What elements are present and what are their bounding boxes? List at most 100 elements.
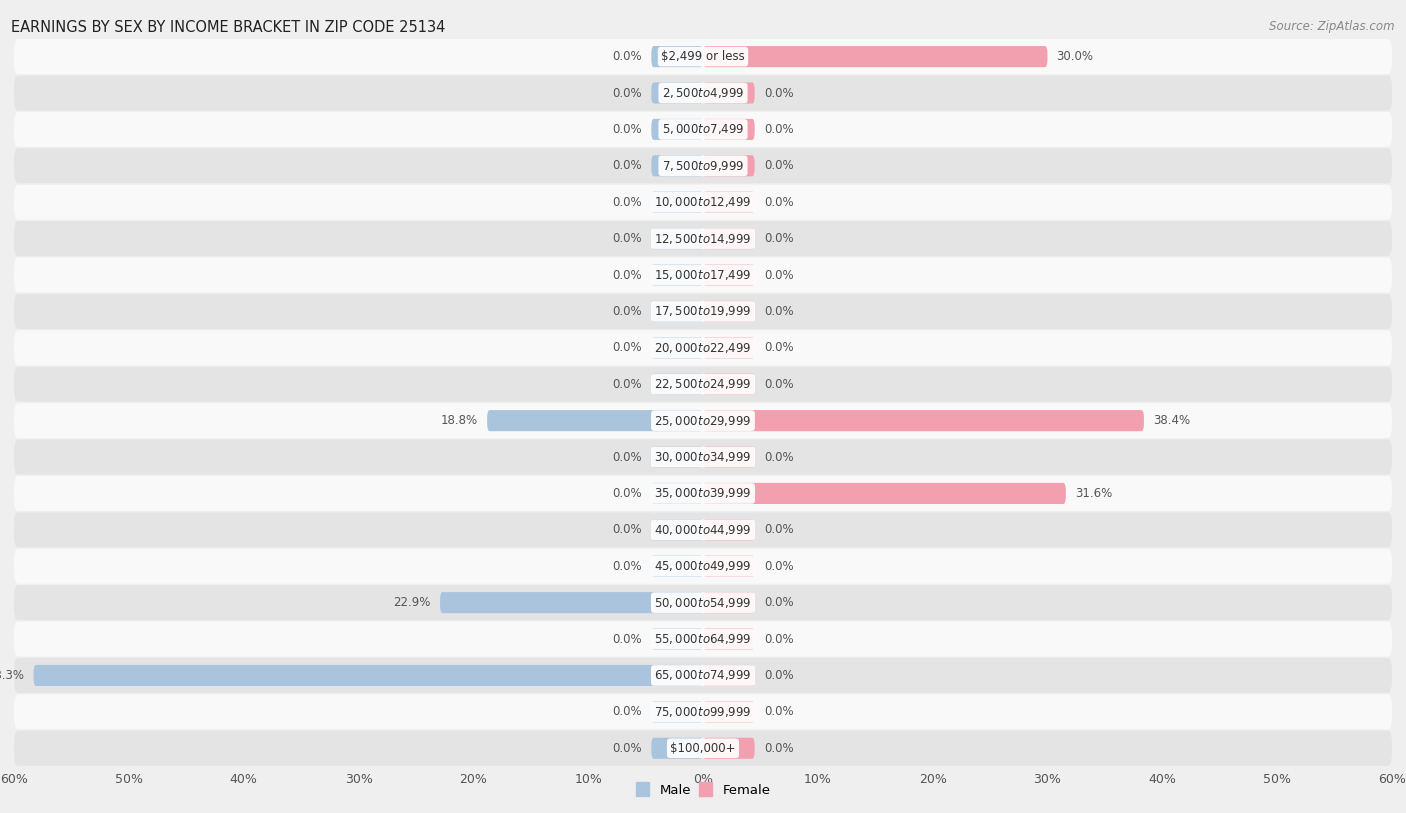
Text: 0.0%: 0.0% (613, 487, 643, 500)
Text: 0.0%: 0.0% (763, 669, 793, 682)
Text: 31.6%: 31.6% (1076, 487, 1112, 500)
FancyBboxPatch shape (651, 228, 703, 249)
Text: $30,000 to $34,999: $30,000 to $34,999 (654, 450, 752, 464)
FancyBboxPatch shape (14, 367, 1392, 402)
FancyBboxPatch shape (651, 119, 703, 140)
FancyBboxPatch shape (440, 592, 703, 613)
Text: 18.8%: 18.8% (441, 414, 478, 427)
FancyBboxPatch shape (703, 155, 755, 176)
FancyBboxPatch shape (703, 82, 755, 103)
FancyBboxPatch shape (703, 192, 755, 213)
Text: 30.0%: 30.0% (1057, 50, 1094, 63)
FancyBboxPatch shape (14, 258, 1392, 293)
FancyBboxPatch shape (703, 337, 755, 359)
FancyBboxPatch shape (14, 476, 1392, 511)
FancyBboxPatch shape (651, 155, 703, 176)
Text: 0.0%: 0.0% (613, 378, 643, 391)
FancyBboxPatch shape (703, 301, 755, 322)
FancyBboxPatch shape (14, 622, 1392, 657)
Text: 0.0%: 0.0% (763, 633, 793, 646)
FancyBboxPatch shape (703, 374, 755, 395)
FancyBboxPatch shape (703, 592, 755, 613)
FancyBboxPatch shape (14, 330, 1392, 365)
Text: 0.0%: 0.0% (613, 159, 643, 172)
Text: $2,500 to $4,999: $2,500 to $4,999 (662, 86, 744, 100)
Text: EARNINGS BY SEX BY INCOME BRACKET IN ZIP CODE 25134: EARNINGS BY SEX BY INCOME BRACKET IN ZIP… (11, 20, 446, 35)
FancyBboxPatch shape (486, 410, 703, 431)
FancyBboxPatch shape (703, 46, 1047, 67)
FancyBboxPatch shape (14, 403, 1392, 438)
FancyBboxPatch shape (14, 39, 1392, 74)
Text: 0.0%: 0.0% (613, 741, 643, 754)
Text: $75,000 to $99,999: $75,000 to $99,999 (654, 705, 752, 719)
FancyBboxPatch shape (703, 446, 755, 467)
FancyBboxPatch shape (703, 665, 755, 686)
Text: 0.0%: 0.0% (613, 86, 643, 99)
Text: $17,500 to $19,999: $17,500 to $19,999 (654, 304, 752, 319)
Text: $40,000 to $44,999: $40,000 to $44,999 (654, 523, 752, 537)
Text: 0.0%: 0.0% (763, 196, 793, 209)
FancyBboxPatch shape (703, 702, 755, 723)
FancyBboxPatch shape (14, 512, 1392, 547)
FancyBboxPatch shape (14, 731, 1392, 766)
Text: $10,000 to $12,499: $10,000 to $12,499 (654, 195, 752, 209)
FancyBboxPatch shape (651, 628, 703, 650)
Text: 0.0%: 0.0% (763, 706, 793, 719)
FancyBboxPatch shape (651, 446, 703, 467)
Text: 0.0%: 0.0% (763, 123, 793, 136)
FancyBboxPatch shape (651, 82, 703, 103)
Text: 0.0%: 0.0% (763, 378, 793, 391)
FancyBboxPatch shape (14, 294, 1392, 329)
Text: 0.0%: 0.0% (613, 233, 643, 246)
Text: 0.0%: 0.0% (763, 233, 793, 246)
Text: $12,500 to $14,999: $12,500 to $14,999 (654, 232, 752, 246)
FancyBboxPatch shape (703, 228, 755, 249)
FancyBboxPatch shape (14, 76, 1392, 111)
Text: $35,000 to $39,999: $35,000 to $39,999 (654, 486, 752, 501)
FancyBboxPatch shape (703, 737, 755, 759)
Text: Source: ZipAtlas.com: Source: ZipAtlas.com (1270, 20, 1395, 33)
Text: 0.0%: 0.0% (613, 305, 643, 318)
Text: $15,000 to $17,499: $15,000 to $17,499 (654, 268, 752, 282)
FancyBboxPatch shape (14, 585, 1392, 620)
Text: $25,000 to $29,999: $25,000 to $29,999 (654, 414, 752, 428)
FancyBboxPatch shape (14, 694, 1392, 729)
FancyBboxPatch shape (14, 112, 1392, 147)
Text: 0.0%: 0.0% (763, 268, 793, 281)
Text: 0.0%: 0.0% (613, 196, 643, 209)
Text: 0.0%: 0.0% (763, 159, 793, 172)
Text: 0.0%: 0.0% (763, 559, 793, 572)
FancyBboxPatch shape (34, 665, 703, 686)
Text: 0.0%: 0.0% (613, 633, 643, 646)
Text: 0.0%: 0.0% (613, 450, 643, 463)
Text: 0.0%: 0.0% (763, 596, 793, 609)
Text: 0.0%: 0.0% (613, 341, 643, 354)
Text: $22,500 to $24,999: $22,500 to $24,999 (654, 377, 752, 391)
FancyBboxPatch shape (703, 520, 755, 541)
FancyBboxPatch shape (703, 264, 755, 285)
Text: $100,000+: $100,000+ (671, 741, 735, 754)
Text: $2,499 or less: $2,499 or less (661, 50, 745, 63)
FancyBboxPatch shape (14, 221, 1392, 256)
FancyBboxPatch shape (651, 556, 703, 576)
FancyBboxPatch shape (651, 520, 703, 541)
Text: 0.0%: 0.0% (763, 86, 793, 99)
FancyBboxPatch shape (651, 702, 703, 723)
Text: 0.0%: 0.0% (763, 305, 793, 318)
Legend: Male, Female: Male, Female (630, 777, 776, 802)
FancyBboxPatch shape (651, 374, 703, 395)
Text: $5,000 to $7,499: $5,000 to $7,499 (662, 123, 744, 137)
Text: $20,000 to $22,499: $20,000 to $22,499 (654, 341, 752, 354)
Text: $45,000 to $49,999: $45,000 to $49,999 (654, 559, 752, 573)
Text: $65,000 to $74,999: $65,000 to $74,999 (654, 668, 752, 682)
FancyBboxPatch shape (14, 658, 1392, 693)
Text: 58.3%: 58.3% (0, 669, 24, 682)
FancyBboxPatch shape (703, 483, 1066, 504)
Text: 0.0%: 0.0% (613, 268, 643, 281)
Text: 38.4%: 38.4% (1153, 414, 1191, 427)
FancyBboxPatch shape (651, 192, 703, 213)
Text: 0.0%: 0.0% (613, 123, 643, 136)
FancyBboxPatch shape (703, 556, 755, 576)
FancyBboxPatch shape (14, 549, 1392, 584)
Text: 0.0%: 0.0% (613, 559, 643, 572)
